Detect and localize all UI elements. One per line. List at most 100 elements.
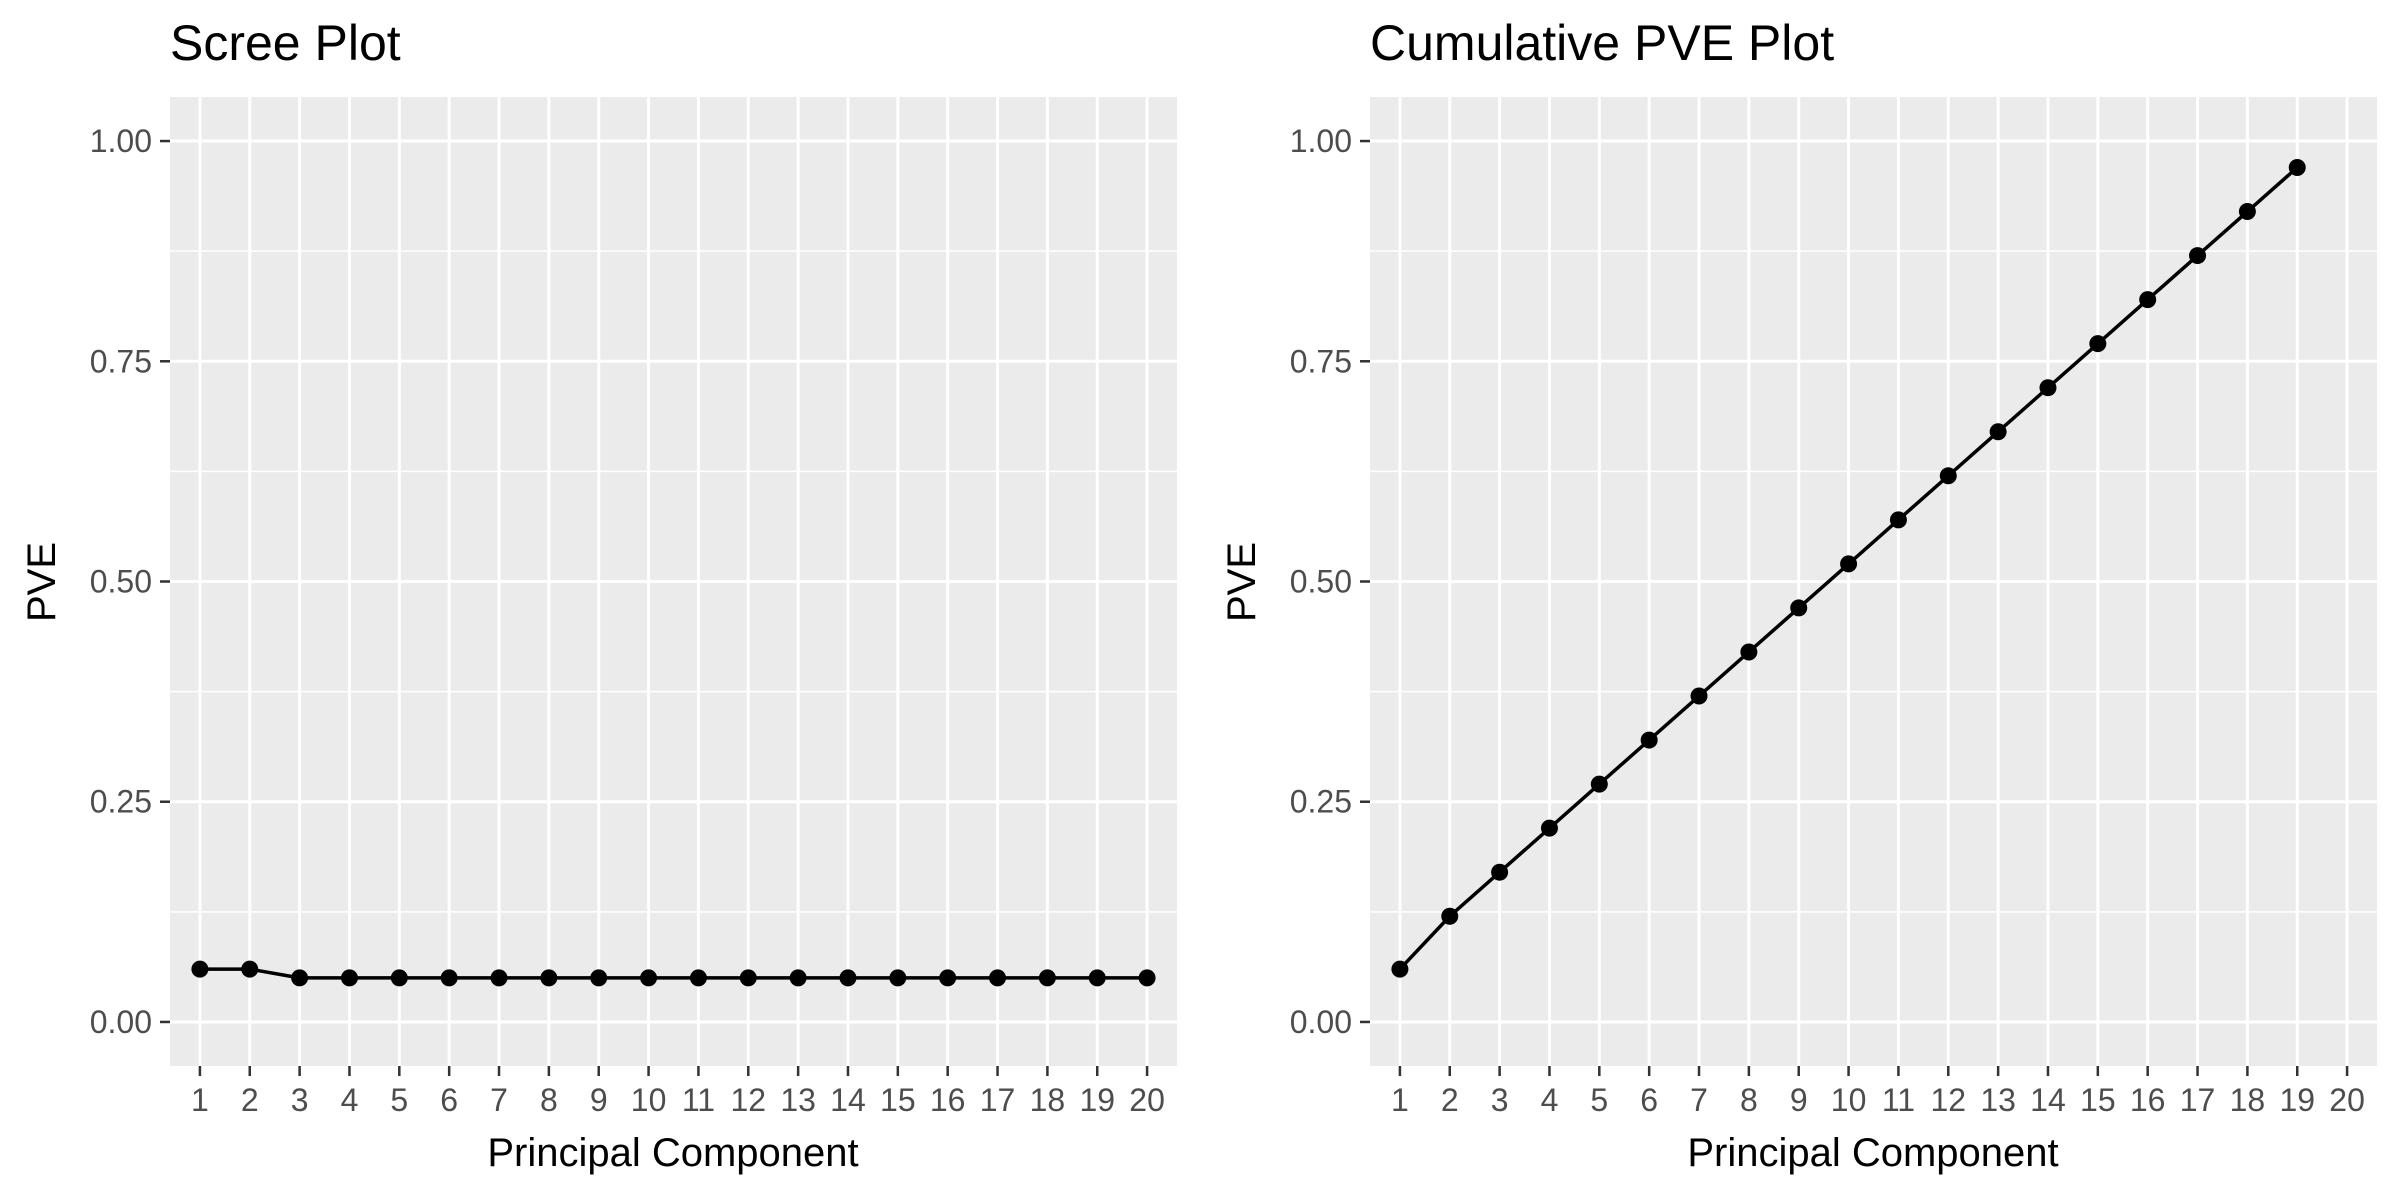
cumulative-pve-plot-data-point	[1491, 863, 1509, 881]
y-tick-label: 0.25	[90, 784, 152, 820]
x-tick-label: 10	[1831, 1082, 1867, 1118]
y-tick-label: 0.00	[90, 1004, 152, 1040]
x-tick-label: 8	[1740, 1082, 1758, 1118]
x-tick-label: 1	[191, 1082, 209, 1118]
scree-plot-plot-area	[170, 97, 1177, 1066]
scree-plot-data-point	[540, 969, 558, 987]
scree-plot-data-point	[789, 969, 807, 987]
scree-plot-data-point	[340, 969, 358, 987]
y-tick-label: 0.50	[90, 564, 152, 600]
cumulative-pve-plot-plot-area	[1370, 97, 2377, 1066]
cumulative-pve-plot-panel: Cumulative PVE Plot Principal Component …	[1220, 15, 2377, 1175]
x-tick-label: 5	[1590, 1082, 1608, 1118]
x-tick-label: 5	[390, 1082, 408, 1118]
scree-plot-data-point	[839, 969, 857, 987]
scree-plot-y-axis-label: PVE	[20, 542, 64, 622]
scree-plot-title: Scree Plot	[170, 15, 401, 71]
x-tick-label: 4	[341, 1082, 359, 1118]
scree-plot-data-point	[939, 969, 957, 987]
cumulative-pve-plot-title: Cumulative PVE Plot	[1370, 15, 1834, 71]
x-tick-label: 10	[631, 1082, 667, 1118]
x-tick-label: 13	[780, 1082, 816, 1118]
scree-plot-data-point	[889, 969, 907, 987]
x-tick-label: 2	[241, 1082, 259, 1118]
cumulative-pve-plot-data-point	[2039, 379, 2057, 397]
x-tick-label: 8	[540, 1082, 558, 1118]
x-tick-label: 19	[1079, 1082, 1115, 1118]
cumulative-pve-plot-data-point	[1740, 643, 1758, 661]
x-tick-label: 11	[682, 1082, 715, 1118]
cumulative-pve-plot-data-point	[2089, 335, 2107, 353]
cumulative-pve-plot-data-point	[1690, 687, 1708, 705]
x-tick-label: 15	[880, 1082, 916, 1118]
x-tick-label: 18	[1030, 1082, 1066, 1118]
scree-plot-data-point	[689, 969, 707, 987]
cumulative-pve-plot-data-point	[1391, 960, 1409, 978]
scree-plot-x-axis-label: Principal Component	[487, 1131, 858, 1175]
x-tick-label: 3	[1491, 1082, 1509, 1118]
x-tick-label: 20	[1129, 1082, 1165, 1118]
scree-plot-data-point	[291, 969, 309, 987]
cumulative-pve-plot-data-point	[1840, 555, 1858, 573]
x-tick-label: 9	[590, 1082, 608, 1118]
x-tick-label: 17	[980, 1082, 1016, 1118]
scree-plot-data-point	[440, 969, 458, 987]
x-tick-label: 1	[1391, 1082, 1409, 1118]
x-tick-label: 12	[1930, 1082, 1966, 1118]
x-tick-label: 7	[1690, 1082, 1708, 1118]
scree-plot-data-point	[390, 969, 408, 987]
y-tick-label: 0.25	[1290, 784, 1352, 820]
x-tick-label: 3	[291, 1082, 309, 1118]
y-tick-label: 0.50	[1290, 564, 1352, 600]
y-tick-label: 0.75	[1290, 343, 1352, 379]
scree-plot-data-point	[1138, 969, 1156, 987]
scree-plot-panel: Scree Plot Principal Component PVE 0.00 0…	[20, 15, 1177, 1175]
scree-plot-data-point	[739, 969, 757, 987]
scree-plot-data-point	[989, 969, 1007, 987]
cumulative-pve-plot-data-point	[1441, 907, 1459, 925]
cumulative-pve-plot-x-axis-label: Principal Component	[1687, 1131, 2058, 1175]
x-tick-label: 2	[1441, 1082, 1459, 1118]
x-tick-label: 16	[2130, 1082, 2166, 1118]
cumulative-pve-plot-data-point	[1590, 775, 1608, 793]
cumulative-pve-plot-data-point	[1889, 511, 1907, 529]
cumulative-pve-plot-data-point	[1540, 819, 1558, 837]
x-tick-label: 19	[2279, 1082, 2315, 1118]
x-tick-label: 9	[1790, 1082, 1808, 1118]
y-tick-label: 1.00	[1290, 123, 1352, 159]
x-tick-label: 4	[1541, 1082, 1559, 1118]
x-tick-label: 6	[1640, 1082, 1658, 1118]
x-tick-label: 12	[730, 1082, 766, 1118]
cumulative-pve-plot-data-point	[1989, 423, 2007, 441]
x-tick-label: 20	[2329, 1082, 2365, 1118]
scree-plot-data-point	[490, 969, 508, 987]
x-tick-label: 13	[1980, 1082, 2016, 1118]
scree-plot-data-point	[191, 960, 209, 978]
cumulative-pve-plot-data-point	[1790, 599, 1808, 617]
cumulative-pve-plot-data-point	[1939, 467, 1957, 485]
x-tick-label: 18	[2230, 1082, 2266, 1118]
y-tick-label: 0.00	[1290, 1004, 1352, 1040]
scree-plot-data-point	[1088, 969, 1106, 987]
cumulative-pve-plot-data-point	[2288, 158, 2306, 176]
x-tick-label: 7	[490, 1082, 508, 1118]
cumulative-pve-plot-data-point	[1640, 731, 1658, 749]
x-tick-label: 16	[930, 1082, 966, 1118]
cumulative-pve-plot-data-point	[2238, 203, 2256, 221]
x-tick-label: 6	[440, 1082, 458, 1118]
cumulative-pve-plot-data-point	[2189, 247, 2207, 265]
x-tick-label: 17	[2180, 1082, 2216, 1118]
scree-plot-data-point	[1038, 969, 1056, 987]
x-tick-label: 11	[1882, 1082, 1915, 1118]
y-tick-label: 0.75	[90, 343, 152, 379]
x-tick-label: 15	[2080, 1082, 2116, 1118]
scree-plot-data-point	[241, 960, 259, 978]
cumulative-pve-plot-data-point	[2139, 291, 2157, 309]
y-tick-label: 1.00	[90, 123, 152, 159]
cumulative-pve-plot-y-axis-label: PVE	[1220, 542, 1264, 622]
scree-plot-data-point	[590, 969, 608, 987]
scree-plot-data-point	[640, 969, 658, 987]
x-tick-label: 14	[830, 1082, 866, 1118]
x-tick-label: 14	[2030, 1082, 2066, 1118]
